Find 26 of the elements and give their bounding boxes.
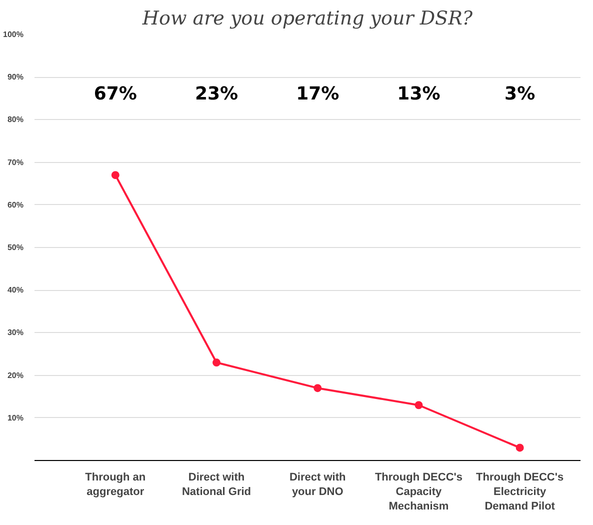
point: [414, 401, 423, 410]
point: [314, 384, 322, 392]
y-tick-label: 90%: [7, 72, 24, 82]
text: 23%: [194, 84, 238, 105]
text: 67%: [94, 84, 137, 105]
y-tick-label: 50%: [7, 243, 24, 252]
text: 17%: [296, 84, 340, 105]
point: [111, 171, 120, 180]
x-tick-label: Through an aggregator: [85, 472, 146, 498]
y-tick-label: 40%: [7, 286, 24, 295]
y-tick-label: 20%: [7, 370, 24, 380]
y-tick-label: 30%: [7, 328, 24, 338]
point: [212, 358, 220, 367]
x-tick-label: Direct with National Grid: [182, 472, 252, 498]
chart-title: How are you operating your DSR?: [141, 8, 474, 30]
y-tick-label: 80%: [7, 115, 24, 124]
x-tick-label: Direct with your DNO: [289, 472, 346, 498]
x-tick-label: Through DECC's Capacity Mechanism: [374, 472, 463, 512]
text: 13%: [397, 84, 440, 105]
point: [516, 444, 524, 452]
text: 3%: [504, 84, 536, 105]
y-tick-label: 10%: [7, 413, 24, 422]
y-tick-label: 60%: [7, 200, 24, 210]
y-tick-label: 100%: [3, 30, 24, 39]
y-tick-label: 70%: [7, 158, 24, 167]
x-tick-label: Through DECC's Electricity Demand Pilot: [476, 472, 564, 512]
